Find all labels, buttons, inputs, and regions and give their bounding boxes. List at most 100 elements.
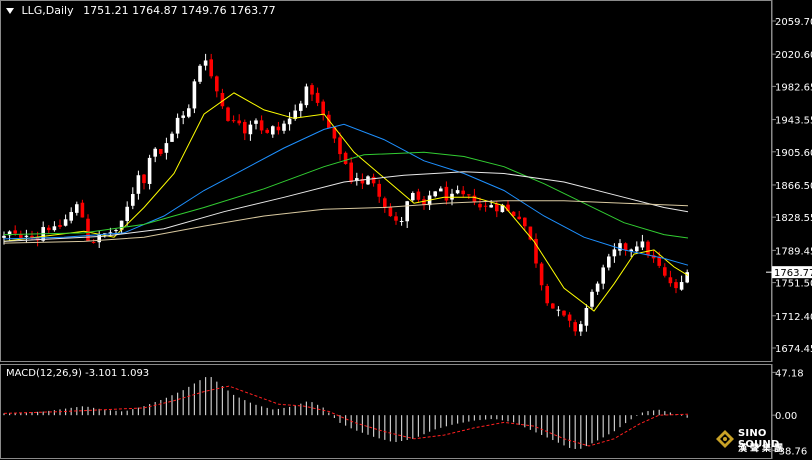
diamond-logo-icon [716,430,734,448]
candle-body [472,195,477,203]
candle-body [422,199,426,206]
candle-body [299,103,303,111]
candle-body [226,107,230,121]
candle-body [338,137,342,155]
candle-body [315,92,320,103]
candle-body [461,190,465,195]
candle-body [679,282,684,290]
candle-body [119,220,124,230]
moving-average-line [3,200,689,244]
candles-layer [2,53,689,336]
macd-panel: 47.18 0.00 -38.76 [0,364,807,459]
candle-body [551,303,555,309]
macd-signal-layer [3,385,689,447]
candle-body [259,120,264,131]
current-price-label: 1763.77 [774,268,812,279]
candle-body [366,176,370,185]
candle-body [243,121,247,134]
candle-body [416,191,421,200]
candle-body [131,194,135,206]
price-panel-border [0,0,772,362]
candle-body [321,101,325,116]
price-panel: 2059.70 2020.60 1982.65 1943.55 1905.60 1866.… [0,0,812,362]
macd-tick-label: 0.00 [775,411,797,422]
macd-histogram-layer [3,377,688,449]
candle-body [579,324,583,332]
candle-body [220,92,225,107]
dropdown-triangle-icon[interactable] [6,8,14,14]
candle-body [159,148,163,154]
candle-body [674,282,678,289]
moving-average-line [3,151,689,239]
candle-body [663,267,667,276]
candle-body [282,123,286,131]
candle-body [567,314,572,321]
price-tick-label: 1751.50 [775,279,812,290]
candle-body [287,118,292,125]
candle-body [30,235,34,238]
candle-body [237,120,241,124]
candle-body [607,256,611,268]
candle-body [69,212,73,221]
candle-body [209,59,213,77]
candle-body [478,203,482,208]
price-tick-label: 1905.60 [775,148,812,159]
candle-body [198,65,202,82]
candle-body [623,243,628,250]
candle-body [170,133,174,142]
candle-body [455,190,460,194]
candle-body [254,120,258,124]
candle-body [108,232,113,234]
candle-body [394,216,398,221]
candle-body [495,203,499,212]
candle-body [668,277,673,284]
candle-body [91,241,96,243]
logo-brand-cn-text: 漢聲集團 [738,444,787,454]
sino-sound-logo: SINO SOUND 漢聲集團 [716,425,806,455]
candle-body [192,81,197,109]
candle-body [80,202,85,218]
candle-body [467,194,471,196]
candle-body [136,175,141,194]
candle-body [360,179,365,184]
candle-body [562,310,566,316]
moving-average-line [3,171,689,242]
candle-body [203,60,208,66]
candle-body [75,204,79,213]
candle-body [534,238,538,264]
candle-body [293,110,297,119]
candle-body [388,207,393,217]
candle-body [590,291,594,307]
candle-body [2,235,6,238]
candle-body [355,178,359,181]
candle-body [271,126,275,135]
candle-body [63,219,68,226]
candle-body [595,283,600,292]
candle-body [276,126,281,131]
candle-body [573,322,577,332]
candle-body [646,241,650,256]
candle-body [147,157,152,184]
candle-body [500,204,505,213]
candle-body [13,230,17,234]
candle-body [175,117,180,134]
candle-body [125,206,129,221]
candle-body [47,227,51,231]
candle-body [651,255,656,259]
price-tick-label: 1828.55 [775,213,812,224]
macd-tick-label: -38.76 [775,446,807,457]
candle-body [24,235,29,237]
symbol-timeframe: LLG,Daily [21,4,74,17]
price-tick-label: 1866.50 [775,181,812,192]
candle-body [114,230,118,232]
candle-body [399,220,404,222]
candle-body [640,241,645,248]
candle-body [601,267,605,284]
candle-body [612,249,617,257]
candle-body [657,256,661,266]
candle-body [215,76,219,92]
price-tick-label: 2059.70 [775,17,812,28]
candle-body [377,183,381,197]
macd-header: MACD(12,26,9) -3.101 1.093 [6,368,149,379]
